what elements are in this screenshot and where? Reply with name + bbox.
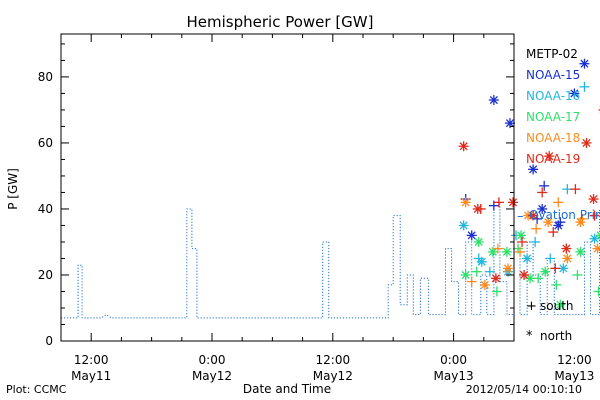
- noaa-19-north-point: [581, 137, 592, 148]
- x-tick-date-label: May11: [71, 369, 111, 383]
- x-tick-time-label: 12:00: [557, 353, 592, 367]
- noaa-18-south-point: [553, 197, 564, 208]
- noaa-15-north-point: [488, 95, 499, 106]
- x-tick-date-label: May12: [313, 369, 353, 383]
- legend-entry-noaa-19: NOAA-19: [526, 152, 580, 166]
- noaa-18-north-point: [575, 217, 586, 228]
- chart-title: Hemispheric Power [GW]: [187, 13, 374, 31]
- noaa-15-north-point: [528, 164, 539, 175]
- noaa-15-north-point: [569, 88, 580, 99]
- noaa-17-south-point: [491, 286, 502, 297]
- noaa-17-south-point: [572, 269, 583, 280]
- noaa-19-north-point: [561, 243, 572, 254]
- noaa-17-south-point: [593, 286, 600, 297]
- y-tick-label: 80: [38, 70, 53, 84]
- legend-entry-metp-02: METP-02: [526, 47, 578, 61]
- legend-entry-noaa-18: NOAA-18: [526, 131, 580, 145]
- noaa-17-north-point: [555, 299, 566, 310]
- y-tick-label: 40: [38, 202, 53, 216]
- noaa-19-north-point: [458, 141, 469, 152]
- symbol-key-north-symbol: *: [526, 329, 533, 344]
- noaa-17-north-point: [540, 266, 551, 277]
- noaa-18-south-point: [466, 276, 477, 287]
- noaa-18-north-point: [543, 217, 554, 228]
- x-tick-date-label: May13: [554, 369, 594, 383]
- noaa-19-north-point: [544, 151, 555, 162]
- footer-source: Plot: CCMC: [6, 383, 67, 396]
- noaa-16-south-point: [484, 266, 495, 277]
- noaa-19-south-point: [537, 187, 548, 198]
- legend-entry-noaa-17: NOAA-17: [526, 110, 580, 124]
- noaa-19-south-point: [570, 184, 581, 195]
- y-tick-label: 60: [38, 136, 53, 150]
- noaa-15-north-point: [579, 58, 590, 69]
- x-tick-time-label: 0:00: [199, 353, 226, 367]
- noaa-19-north-point: [507, 197, 518, 208]
- noaa-18-south-point: [515, 246, 526, 257]
- x-tick-time-label: 0:00: [440, 353, 467, 367]
- noaa-16-north-point: [476, 256, 487, 267]
- noaa-16-south-point: [530, 236, 541, 247]
- noaa-16-south-point: [545, 253, 556, 264]
- noaa-15-north-point: [537, 203, 548, 214]
- noaa-19-north-point: [490, 273, 501, 284]
- noaa-17-north-point: [595, 230, 600, 241]
- noaa-17-north-point: [501, 246, 512, 257]
- legend-entry-noaa-16: NOAA-16: [526, 89, 580, 103]
- noaa-18-north-point: [562, 253, 573, 264]
- noaa-16-north-point: [458, 220, 469, 231]
- noaa-19-north-point: [519, 269, 530, 280]
- legend-entry-noaa-15: NOAA-15: [526, 68, 580, 82]
- x-tick-date-label: May13: [434, 369, 474, 383]
- noaa-18-north-point: [592, 243, 600, 254]
- noaa-15-north-point: [466, 230, 477, 241]
- noaa-17-north-point: [487, 246, 498, 257]
- noaa-19-south-point: [517, 236, 528, 247]
- noaa-17-south-point: [551, 279, 562, 290]
- noaa-19-north-point: [472, 203, 483, 214]
- noaa-19-south-point: [548, 227, 559, 238]
- footer-timestamp: 2012/05/14 00:10:10: [466, 383, 582, 396]
- noaa-19-north-point: [528, 210, 539, 221]
- symbol-key-north-label: north: [540, 329, 572, 343]
- y-tick-label: 20: [38, 268, 53, 282]
- noaa-18-north-point: [502, 263, 513, 274]
- plot-frame: [60, 33, 515, 342]
- noaa-15-north-point: [553, 220, 564, 231]
- x-tick-date-label: May12: [192, 369, 232, 383]
- x-axis-label: Date and Time: [243, 382, 331, 396]
- noaa-19-north-point: [588, 194, 599, 205]
- noaa-17-north-point: [575, 246, 586, 257]
- ovation-hpi-line: [61, 201, 600, 319]
- noaa-15-north-point: [504, 118, 515, 129]
- noaa-18-north-point: [460, 197, 471, 208]
- symbol-key-south-label: south: [540, 299, 574, 313]
- noaa-18-south-point: [492, 243, 503, 254]
- ovation-legend-dash: –: [517, 209, 524, 224]
- ovation-legend-label: Ovation Prime HPI: [529, 208, 600, 222]
- noaa-19-south-point: [493, 197, 504, 208]
- noaa-18-south-point: [531, 223, 542, 234]
- noaa-18-north-point: [479, 279, 490, 290]
- x-tick-time-label: 12:00: [316, 353, 351, 367]
- noaa-15-south-point: [488, 200, 499, 211]
- noaa-17-south-point: [471, 266, 482, 277]
- noaa-16-north-point: [522, 253, 533, 264]
- noaa-17-north-point: [473, 236, 484, 247]
- noaa-16-south-point: [579, 81, 590, 92]
- noaa-19-south-point: [550, 263, 561, 274]
- y-axis-label: P [GW]: [6, 168, 20, 210]
- noaa-19-south-point: [589, 210, 600, 221]
- symbol-key-south-symbol: +: [526, 299, 537, 314]
- x-tick-time-label: 12:00: [74, 353, 109, 367]
- noaa-15-south-point: [539, 180, 550, 191]
- noaa-17-north-point: [516, 230, 527, 241]
- y-tick-label: 0: [45, 334, 53, 348]
- noaa-17-north-point: [460, 269, 471, 280]
